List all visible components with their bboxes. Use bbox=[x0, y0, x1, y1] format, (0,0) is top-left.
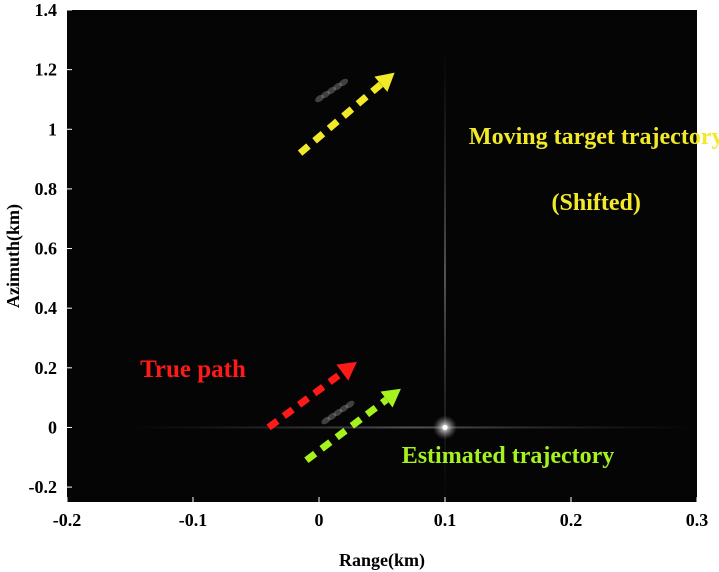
y-tick-label: 1.4 bbox=[35, 0, 58, 20]
annotation-0: Moving target trajectory bbox=[469, 124, 719, 150]
annotation-3: Estimated trajectory bbox=[402, 443, 615, 469]
plot-area bbox=[67, 10, 697, 502]
arrow-shifted bbox=[297, 72, 395, 156]
arrow-estimated bbox=[304, 388, 401, 464]
target-0 bbox=[127, 50, 697, 502]
x-tick-label: -0.2 bbox=[53, 510, 82, 530]
y-axis-label: Azimuth(km) bbox=[3, 204, 24, 308]
trajectory-arrows bbox=[266, 72, 401, 464]
x-axis-ticks: -0.2 -0.1 0 0.1 0.2 0.3 bbox=[53, 497, 709, 530]
x-tick-label: 0 bbox=[315, 510, 324, 530]
annotations: Moving target trajectory (Shifted) True pa… bbox=[140, 124, 719, 469]
y-tick-label: 1.2 bbox=[35, 60, 58, 80]
y-tick-label: -0.2 bbox=[29, 477, 58, 497]
annotation-2: True path bbox=[140, 356, 246, 383]
target-2 bbox=[321, 400, 355, 425]
y-axis-ticks: 1.4 1.2 1 0.8 0.6 0.4 0.2 0 -0.2 bbox=[29, 0, 72, 497]
annotation-1: (Shifted) bbox=[552, 190, 641, 216]
y-tick-label: 0.8 bbox=[35, 179, 58, 199]
x-axis-label: Range(km) bbox=[339, 550, 425, 571]
arrow-true bbox=[266, 361, 357, 431]
x-tick-label: 0.3 bbox=[686, 510, 709, 530]
y-tick-label: 1 bbox=[48, 119, 57, 139]
y-tick-label: 0.6 bbox=[35, 239, 58, 259]
bright-targets bbox=[127, 50, 697, 502]
x-tick-label: 0.1 bbox=[434, 510, 457, 530]
x-tick-label: -0.1 bbox=[179, 510, 208, 530]
y-tick-label: 0.4 bbox=[35, 298, 58, 318]
y-tick-label: 0.2 bbox=[35, 358, 58, 378]
y-tick-label: 0 bbox=[48, 417, 57, 437]
target-1 bbox=[315, 78, 349, 103]
x-tick-label: 0.2 bbox=[560, 510, 583, 530]
